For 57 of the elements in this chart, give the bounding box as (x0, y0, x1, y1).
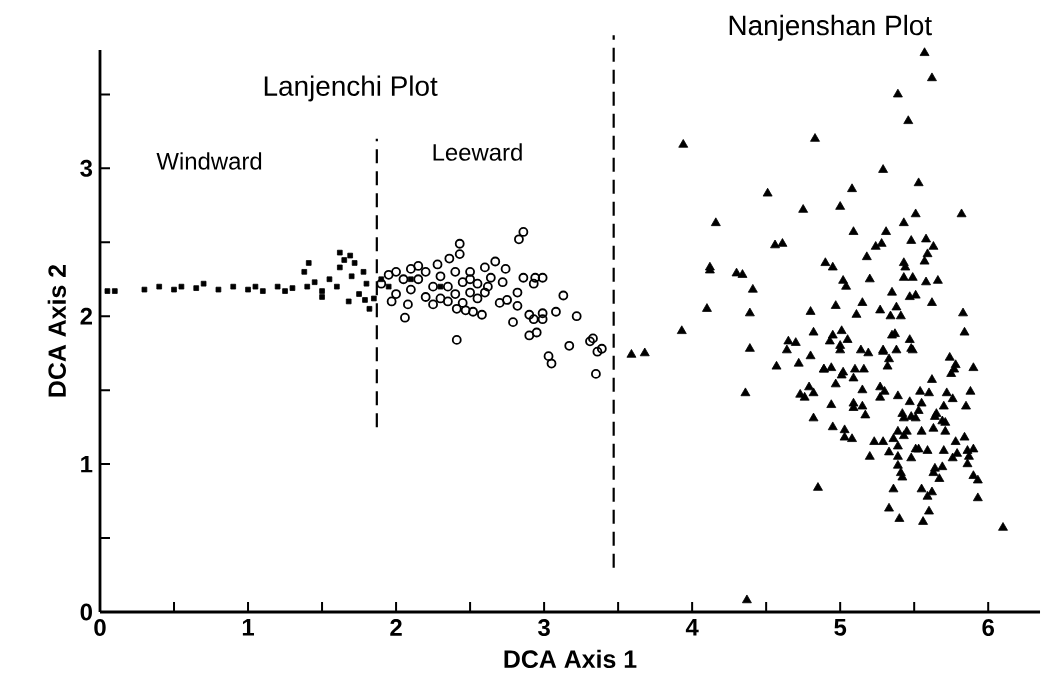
point (193, 285, 200, 291)
point (326, 276, 333, 283)
point (304, 283, 311, 290)
point (274, 283, 281, 290)
annotation: Leeward (433, 143, 522, 161)
point (385, 283, 392, 290)
point (289, 285, 296, 291)
x-tick-label: 2 (390, 619, 402, 636)
point (437, 283, 444, 290)
point (305, 260, 312, 266)
point (363, 280, 370, 287)
x-tick-label: 6 (982, 619, 994, 636)
point (311, 279, 318, 285)
point (351, 260, 358, 266)
point (337, 264, 343, 271)
point (171, 286, 177, 293)
point (104, 288, 111, 294)
point (260, 288, 266, 294)
point (301, 269, 308, 275)
x-axis-title: DCA Axis 1 (504, 649, 637, 668)
point (337, 249, 343, 256)
point (282, 288, 288, 294)
point (215, 286, 222, 293)
point (112, 288, 118, 294)
x-tick-label: 1 (242, 619, 255, 636)
point (356, 291, 362, 297)
point (245, 286, 251, 293)
point (348, 273, 355, 280)
point (345, 298, 352, 305)
point (341, 257, 348, 263)
text: Nanjenshan Plot (729, 14, 932, 41)
point (347, 252, 353, 259)
y-tick-label: 2 (80, 307, 93, 325)
point (319, 294, 325, 300)
point (319, 288, 325, 294)
x-tick-label: 4 (685, 619, 699, 636)
point (156, 283, 163, 290)
y-axis-title: DCA Axis 2 (47, 264, 66, 397)
x-tick-label: 3 (538, 619, 550, 637)
point (408, 276, 414, 283)
x-tick-label: 0 (94, 619, 106, 636)
point (141, 286, 148, 293)
point (178, 283, 185, 290)
point (200, 280, 207, 287)
point (371, 295, 377, 302)
y-tick-label: 0 (80, 603, 92, 621)
y-tick-label: 1 (81, 455, 93, 473)
annotation: Windward (156, 152, 262, 170)
point (252, 283, 259, 290)
y-tick-label: 3 (80, 159, 93, 177)
point (360, 269, 367, 275)
x-tick-label: 5 (834, 619, 847, 636)
point (366, 306, 373, 312)
point (334, 283, 340, 290)
annotation: Lanjenchi Plot (264, 75, 438, 102)
point (362, 297, 368, 303)
point (230, 283, 237, 290)
